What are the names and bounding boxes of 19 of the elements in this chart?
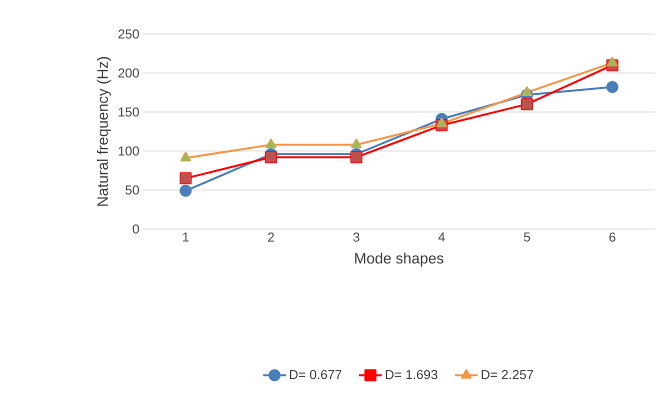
x-tick-label: 1 [183,232,189,242]
x-tick-label: 6 [609,232,616,242]
y-axis-title: Natural frequency (Hz) [96,57,111,206]
legend-label: D= 0.677 [290,370,342,380]
y-tick-label: 50 [126,185,139,195]
x-tick-label: 3 [353,232,360,242]
x-tick-label: 5 [524,232,530,242]
x-tick-label: 4 [438,232,445,242]
legend-label: D= 2.257 [482,370,534,380]
legend-label: D= 1.693 [386,370,438,380]
y-tick-label: 250 [118,29,139,39]
y-tick-label: 100 [118,146,139,156]
y-tick-label: 200 [118,68,139,78]
y-tick-label: 150 [118,107,139,117]
point [180,184,192,197]
x-axis-title: Mode shapes [355,252,444,267]
y-tick-label: 0 [132,224,139,234]
x-tick-label: 2 [268,232,274,242]
point [606,81,618,94]
